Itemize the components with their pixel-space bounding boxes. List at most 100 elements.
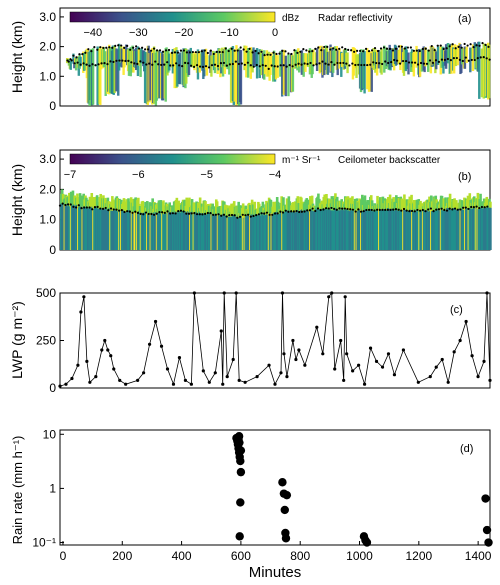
cloud-top-dot [421, 47, 424, 51]
cloud-column [191, 53, 194, 68]
cloud-top-dot [418, 49, 421, 53]
lwp-point [165, 367, 170, 371]
cloud-top-dot [439, 44, 442, 47]
cloud-base-dot [150, 212, 153, 216]
cloud-top-dot [329, 48, 332, 51]
cloud-top-dot [90, 50, 93, 53]
cloud-base-dot [193, 212, 196, 215]
lwp-point [345, 352, 349, 356]
ytick-label: 0 [49, 99, 56, 113]
cloud-top-dot [305, 49, 308, 52]
cloud-base-dot [184, 61, 187, 64]
backscatter-cloud [395, 195, 398, 209]
cloud-column [436, 46, 440, 65]
cloud-top-dot [200, 50, 203, 53]
cloud-top-dot [302, 48, 305, 51]
lwp-point [82, 295, 86, 299]
panel-b-backscatter-field [58, 189, 492, 250]
lwp-point [294, 357, 298, 362]
cloud-base-dot [354, 210, 357, 213]
cloud-base-dot [166, 61, 169, 64]
panel-d-frame [59, 429, 491, 546]
cloud-top-dot [448, 45, 451, 48]
cloud-top-dot [93, 45, 96, 49]
backscatter-cloud [134, 197, 137, 212]
panel-b-colorbar [69, 153, 276, 165]
lwp-point [440, 357, 444, 362]
cloud-base-dot [448, 207, 451, 210]
cloud-column [178, 52, 182, 85]
lwp-point [321, 352, 325, 356]
cloud-base-dot [424, 210, 427, 213]
cloud-top-dot [472, 45, 475, 49]
cloud-base-dot [316, 207, 320, 210]
panel-d-xticks: 0 200 400 600 800 1000 1200 1400 [60, 541, 492, 563]
backscatter-cloud [386, 197, 390, 208]
colorbar-tick-label: −6 [132, 169, 145, 181]
cloud-base-dot [419, 61, 423, 65]
cloud-base-dot [470, 58, 473, 62]
ytick-label: 3.0 [39, 152, 56, 166]
cloud-base-dot [478, 206, 481, 210]
backscatter-cloud [472, 196, 476, 208]
cloud-top-dot [361, 50, 365, 53]
cloud-column [173, 48, 176, 89]
ytick-label: 0 [49, 243, 56, 257]
lwp-point [222, 291, 226, 295]
cloud-base-dot [198, 65, 202, 68]
lwp-point [428, 375, 432, 379]
lwp-point [401, 348, 406, 352]
cloud-base-dot [288, 64, 291, 67]
cloud-top-dot [344, 47, 347, 51]
cloud-base-dot [422, 62, 426, 65]
cloud-top-dot [230, 47, 233, 50]
cloud-base-dot [378, 62, 381, 65]
cloud-base-dot [384, 208, 387, 212]
cloud-base-dot [109, 207, 113, 210]
cloud-base-dot [161, 211, 164, 214]
cloud-base-dot [464, 206, 467, 209]
cloud-base-dot [237, 62, 240, 66]
cloud-top-dot [436, 44, 439, 47]
cloud-top-dot [111, 46, 114, 49]
colorbar-tick-label: 0 [272, 27, 278, 39]
backscatter-cloud [154, 204, 158, 213]
lwp-point [327, 295, 331, 299]
cloud-column [113, 46, 116, 94]
cloud-base-dot [479, 56, 482, 59]
cloud-base-dot [363, 63, 366, 67]
backscatter-cloud [131, 199, 135, 212]
colorbar-tick-label: −10 [220, 27, 239, 39]
cloud-top-dot [102, 46, 105, 50]
cloud-top-dot [114, 44, 117, 47]
lwp-line [59, 291, 491, 387]
cloud-base-dot [142, 213, 145, 216]
panel-a-ylabel: Height (km) [9, 21, 25, 93]
cloud-column [164, 48, 167, 102]
cloud-base-dot [413, 61, 417, 64]
cloud-column [104, 51, 107, 96]
cloud-top-dot [138, 47, 141, 50]
cloud-base-dot [314, 209, 317, 213]
cloud-base-dot [152, 213, 156, 216]
cloud-top-dot [427, 49, 430, 52]
cloud-base-dot [475, 205, 478, 208]
cloud-column [338, 48, 341, 69]
cloud-base-dot [128, 210, 131, 213]
ytick-label: 500 [36, 286, 56, 300]
cloud-column [291, 55, 295, 92]
lwp-point [368, 346, 373, 350]
cloud-top-dot [105, 46, 108, 49]
cloud-base-dot [210, 64, 214, 67]
cloud-column [456, 45, 459, 66]
lwp-point [142, 371, 146, 375]
cloud-top-dot [260, 50, 263, 53]
cloud-base-dot [61, 202, 64, 205]
cloud-base-dot [432, 210, 435, 213]
lwp-point [446, 380, 450, 384]
cloud-base-dot [204, 212, 207, 215]
cloud-base-dot [306, 62, 309, 66]
cloud-base-dot [178, 64, 181, 67]
cloud-base-dot [243, 63, 246, 66]
cloud-base-dot [212, 213, 215, 216]
